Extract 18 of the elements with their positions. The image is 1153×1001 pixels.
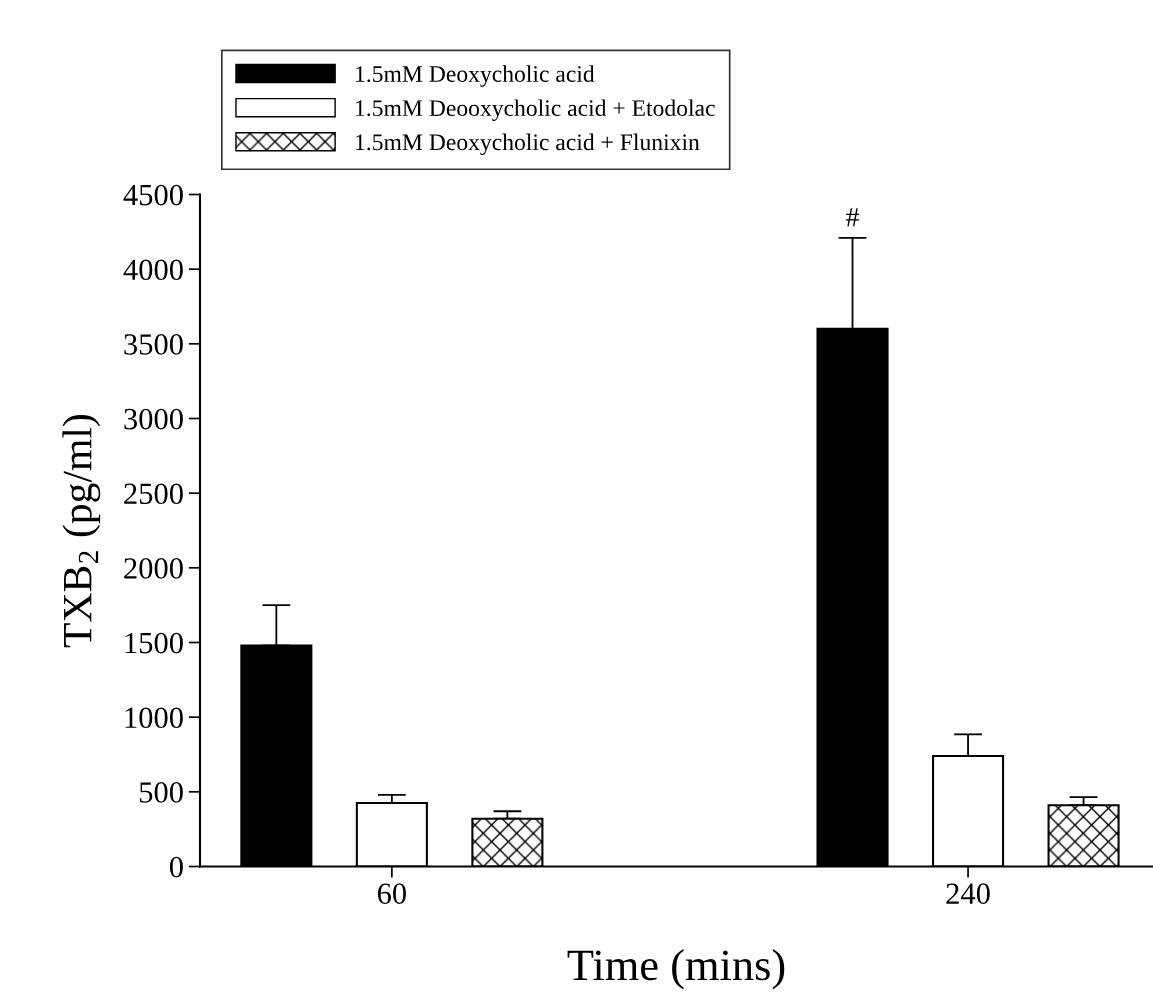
legend-label: 1.5mM Deoxycholic acid + Flunixin [356, 133, 700, 156]
y-tick-label: 3500 [124, 334, 183, 355]
y-tick-label: 0 [169, 856, 183, 878]
y-tick-label: 1000 [125, 707, 183, 729]
y-axis-title: TXB$_{2}$ (pg/ml) [62, 414, 101, 648]
y-tick-label: 4000 [123, 259, 183, 281]
y-tick-label: 1500 [125, 632, 183, 654]
y-tick-label: 2500 [124, 483, 183, 505]
x-tick-label: 240 [946, 883, 990, 904]
legend-label: 1.5mM Deoxycholic acid [356, 65, 595, 87]
legend-label: 1.5mM Deooxycholic acid + Etodolac [356, 99, 715, 121]
y-tick-label: 2000 [124, 558, 183, 579]
x-tick-label: 60 [377, 883, 406, 904]
annotation: # [846, 208, 859, 227]
y-tick-label: 500 [139, 782, 183, 803]
y-tick-label: 4500 [123, 184, 183, 206]
x-axis-title: Time (mins) [567, 949, 785, 990]
y-tick-label: 3000 [124, 408, 183, 430]
